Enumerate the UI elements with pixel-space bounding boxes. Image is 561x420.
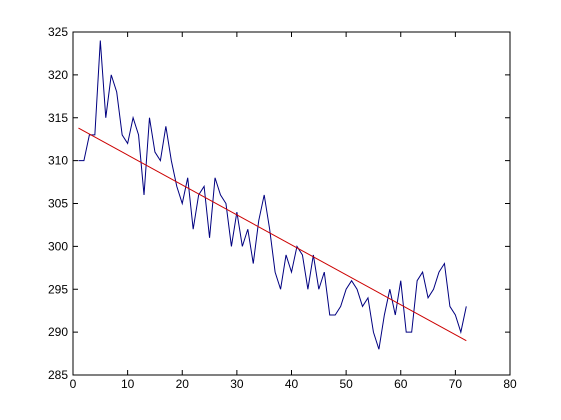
y-tick-label: 320	[48, 68, 68, 82]
x-tick-label: 0	[70, 377, 77, 391]
x-tick-label: 20	[176, 377, 190, 391]
y-tick-label: 315	[48, 111, 68, 125]
y-tick-label: 285	[48, 368, 68, 382]
x-tick-label: 10	[121, 377, 135, 391]
x-tick-label: 70	[449, 377, 463, 391]
x-tick-label: 30	[230, 377, 244, 391]
series-line	[78, 40, 467, 350]
x-tick-label: 50	[339, 377, 353, 391]
y-tick-label: 295	[48, 282, 68, 296]
y-tick-label: 325	[48, 25, 68, 39]
y-tick-label: 310	[48, 154, 68, 168]
y-tick-label: 290	[48, 325, 68, 339]
x-tick-label: 60	[394, 377, 408, 391]
x-tick-label: 40	[285, 377, 299, 391]
y-tick-label: 305	[48, 197, 68, 211]
series-line	[78, 127, 467, 342]
plot-area	[72, 31, 511, 376]
x-tick-label: 80	[503, 377, 517, 391]
y-tick-label: 300	[48, 239, 68, 253]
